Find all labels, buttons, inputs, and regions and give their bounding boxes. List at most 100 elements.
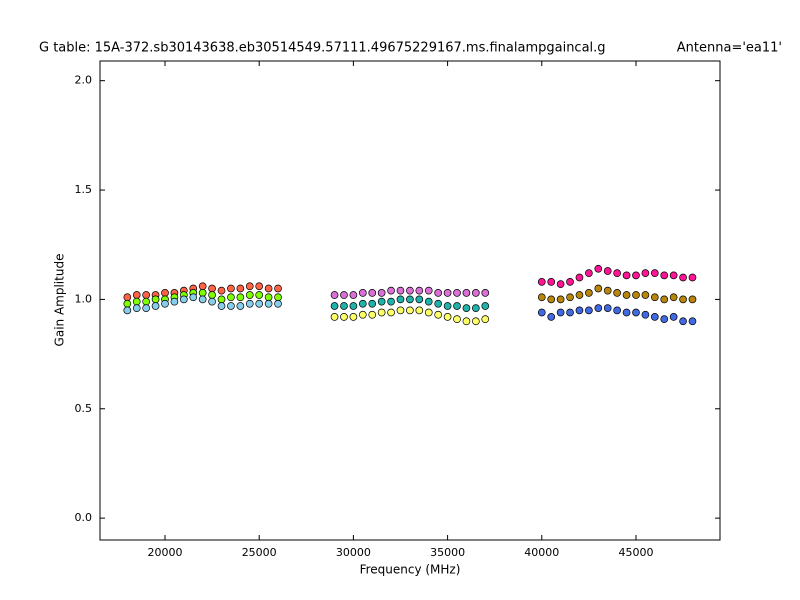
x-tick-label: 30000 — [336, 546, 371, 559]
point — [396, 306, 405, 315]
point — [575, 291, 584, 299]
point — [387, 297, 395, 306]
point — [481, 288, 490, 297]
point — [358, 310, 367, 319]
point — [208, 291, 216, 299]
point — [227, 302, 235, 310]
point — [368, 299, 377, 308]
point — [330, 302, 339, 310]
point — [236, 302, 245, 310]
point — [132, 291, 141, 299]
point — [547, 278, 556, 286]
point — [387, 308, 395, 317]
point — [650, 269, 659, 278]
point — [340, 313, 348, 321]
point — [330, 291, 339, 299]
point — [443, 288, 452, 297]
point — [650, 313, 659, 321]
point — [132, 304, 141, 313]
point — [340, 291, 348, 299]
point — [669, 293, 678, 302]
point — [123, 299, 132, 308]
point — [236, 293, 245, 302]
y-tick-label: 1.0 — [75, 292, 93, 305]
point — [264, 293, 273, 302]
point — [349, 291, 358, 299]
point — [585, 288, 593, 297]
point — [641, 310, 650, 319]
point — [198, 295, 207, 304]
point — [462, 317, 471, 326]
point — [358, 299, 367, 308]
point — [424, 308, 433, 317]
point — [613, 306, 621, 315]
point — [406, 306, 414, 315]
point — [264, 299, 273, 308]
point — [453, 288, 461, 297]
point — [547, 295, 556, 304]
point — [424, 297, 433, 306]
plot-area — [123, 264, 697, 326]
x-tick-label: 40000 — [524, 546, 559, 559]
point — [434, 310, 443, 319]
point — [227, 293, 235, 302]
point — [208, 284, 216, 293]
point — [142, 304, 151, 313]
point — [161, 288, 169, 297]
point — [679, 273, 687, 282]
point — [632, 271, 640, 280]
point — [650, 293, 659, 302]
point — [255, 282, 264, 291]
point — [660, 295, 669, 304]
chart-title: G table: 15A-372.sb30143638.eb30514549.5… — [39, 41, 606, 56]
point — [142, 291, 151, 299]
point — [245, 291, 254, 299]
point — [594, 264, 603, 273]
x-axis-label: Frequency (MHz) — [360, 563, 461, 577]
point — [566, 278, 574, 286]
point — [443, 302, 452, 310]
point — [585, 306, 593, 315]
point — [632, 291, 640, 299]
y-tick-label: 1.5 — [75, 183, 93, 196]
point — [679, 295, 687, 304]
point — [453, 302, 461, 310]
point — [161, 299, 169, 308]
point — [603, 304, 612, 313]
point — [274, 284, 282, 293]
point — [227, 284, 235, 293]
point — [387, 286, 395, 295]
point — [556, 280, 565, 288]
point — [406, 295, 414, 304]
x-tick-label: 20000 — [147, 546, 182, 559]
x-tick-label: 25000 — [242, 546, 277, 559]
point — [198, 288, 207, 297]
point — [537, 293, 546, 302]
point — [274, 293, 282, 302]
point — [566, 293, 574, 302]
point — [679, 317, 687, 326]
point — [142, 297, 151, 306]
point — [594, 284, 603, 293]
point — [471, 317, 480, 326]
point — [368, 288, 377, 297]
y-tick-label: 0.5 — [75, 402, 93, 415]
y-tick-label: 0.0 — [75, 511, 93, 524]
point — [406, 286, 414, 295]
point — [641, 291, 650, 299]
point — [547, 313, 556, 321]
point — [274, 299, 282, 308]
point — [170, 297, 179, 306]
point — [566, 308, 574, 317]
point — [245, 282, 254, 291]
point — [537, 308, 546, 317]
point — [264, 284, 273, 293]
point — [585, 269, 593, 278]
point — [594, 304, 603, 313]
point — [151, 302, 160, 310]
axes-frame — [99, 60, 721, 541]
point — [641, 269, 650, 278]
point — [481, 315, 490, 323]
point — [622, 271, 631, 280]
